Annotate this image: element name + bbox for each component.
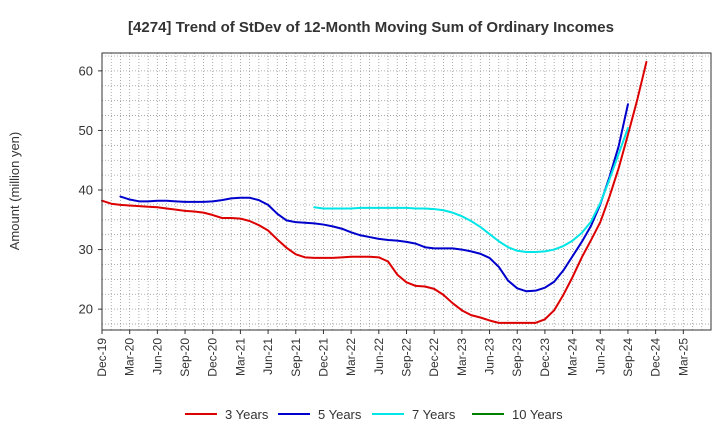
- x-tick-label: Dec-22: [427, 338, 441, 377]
- legend-item: 10 Years: [472, 407, 563, 422]
- x-tick-label: Mar-23: [455, 338, 469, 376]
- y-tick-label: 20: [79, 302, 93, 317]
- series-lines: [101, 60, 648, 324]
- grid-lines: [102, 53, 711, 330]
- x-tick-label: Jun-20: [150, 338, 164, 375]
- x-tick-label: Sep-21: [289, 338, 303, 377]
- y-tick-label: 30: [79, 242, 93, 257]
- x-tick-label: Sep-23: [510, 338, 524, 377]
- x-tick-label: Jun-22: [372, 338, 386, 375]
- y-tick-label: 60: [79, 63, 93, 78]
- x-axis-ticks: Dec-19 Mar-20 Jun-20 Sep-20 Dec-20 Mar-21 Jun-…: [95, 330, 690, 377]
- y-tick-label: 50: [79, 123, 93, 138]
- x-tick-label: Mar-21: [233, 338, 247, 376]
- legend: 3 Years 5 Years 7 Years 10 Years: [185, 407, 563, 422]
- legend-item: 7 Years: [372, 407, 456, 422]
- x-tick-label: Mar-22: [344, 338, 358, 376]
- x-tick-label: Dec-21: [316, 338, 330, 377]
- x-tick-label: Mar-24: [566, 338, 580, 376]
- series-line-3-years: [101, 60, 648, 324]
- legend-label: 10 Years: [512, 407, 563, 422]
- y-tick-label: 40: [79, 183, 93, 198]
- series-line-5-years: [119, 103, 629, 293]
- legend-item: 3 Years: [185, 407, 269, 422]
- x-tick-label: Sep-24: [621, 338, 635, 377]
- legend-label: 3 Years: [225, 407, 269, 422]
- x-tick-label: Jun-23: [483, 338, 497, 375]
- x-tick-label: Sep-22: [400, 338, 414, 377]
- x-tick-label: Sep-20: [178, 338, 192, 377]
- x-tick-label: Dec-23: [538, 338, 552, 377]
- x-tick-label: Jun-24: [593, 338, 607, 375]
- legend-label: 5 Years: [318, 407, 362, 422]
- x-tick-label: Dec-24: [649, 338, 663, 377]
- y-axis-label: Amount (million yen): [7, 132, 22, 251]
- x-tick-label: Mar-20: [123, 338, 137, 376]
- legend-item: 5 Years: [278, 407, 362, 422]
- x-tick-label: Dec-20: [206, 338, 220, 377]
- y-axis-ticks: 20 30 40 50 60: [79, 63, 102, 317]
- series-line-7-years: [313, 127, 629, 253]
- x-tick-label: Mar-25: [676, 338, 690, 376]
- x-tick-label: Jun-21: [261, 338, 275, 375]
- chart-title: [4274] Trend of StDev of 12-Month Moving…: [128, 19, 614, 36]
- x-tick-label: Dec-19: [95, 338, 109, 377]
- legend-label: 7 Years: [412, 407, 456, 422]
